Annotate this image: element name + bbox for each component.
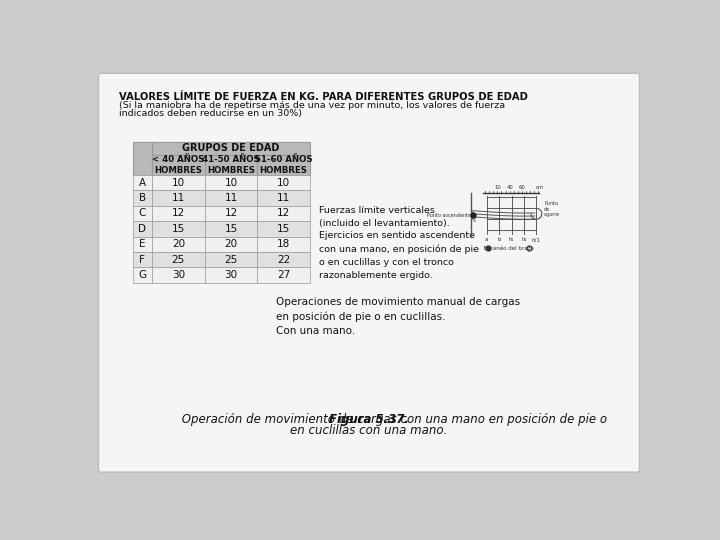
- FancyBboxPatch shape: [204, 267, 258, 283]
- Text: 20: 20: [225, 239, 238, 249]
- Text: 11: 11: [277, 193, 290, 203]
- FancyBboxPatch shape: [204, 206, 258, 221]
- Text: Operaciones de movimiento manual de cargas
en posición de pie o en cuclillas.
Co: Operaciones de movimiento manual de carg…: [276, 296, 520, 336]
- Text: Punto ascendente: Punto ascendente: [427, 213, 472, 218]
- Text: 12: 12: [225, 208, 238, 218]
- FancyBboxPatch shape: [152, 221, 204, 237]
- Text: 30: 30: [172, 270, 185, 280]
- Text: (Si la maniobra ha de repetirse más de una vez por minuto, los valores de fuerza: (Si la maniobra ha de repetirse más de u…: [120, 101, 505, 110]
- Text: 10: 10: [277, 178, 290, 187]
- Text: Figura 5.37.: Figura 5.37.: [329, 413, 409, 426]
- FancyBboxPatch shape: [152, 237, 204, 252]
- FancyBboxPatch shape: [99, 73, 639, 472]
- FancyBboxPatch shape: [132, 142, 152, 175]
- FancyBboxPatch shape: [204, 237, 258, 252]
- Text: B: B: [139, 193, 146, 203]
- Text: 11: 11: [172, 193, 185, 203]
- FancyBboxPatch shape: [152, 206, 204, 221]
- FancyBboxPatch shape: [258, 206, 310, 221]
- Text: A: A: [139, 178, 146, 187]
- FancyBboxPatch shape: [132, 267, 152, 283]
- FancyBboxPatch shape: [204, 221, 258, 237]
- Text: C: C: [139, 208, 146, 218]
- Text: 40: 40: [507, 185, 513, 190]
- Text: G: G: [138, 270, 146, 280]
- FancyBboxPatch shape: [204, 252, 258, 267]
- FancyBboxPatch shape: [132, 252, 152, 267]
- Text: 12: 12: [172, 208, 185, 218]
- Text: Escanéo del brazo: Escanéo del brazo: [480, 246, 538, 251]
- Text: cm: cm: [536, 185, 544, 190]
- FancyBboxPatch shape: [204, 155, 258, 175]
- FancyBboxPatch shape: [258, 190, 310, 206]
- Text: 41-50 AÑOS
HOMBRES: 41-50 AÑOS HOMBRES: [202, 155, 260, 174]
- Text: E: E: [139, 239, 145, 249]
- FancyBboxPatch shape: [152, 175, 204, 190]
- FancyBboxPatch shape: [258, 252, 310, 267]
- Text: indicados deben reducirse en un 30%): indicados deben reducirse en un 30%): [120, 109, 302, 118]
- Text: 10: 10: [494, 185, 501, 190]
- Text: 25: 25: [172, 255, 185, 265]
- Text: Fuerzas límite verticales
(incluido el levantamiento).
Ejercicios en sentido asc: Fuerzas límite verticales (incluido el l…: [320, 206, 480, 280]
- Text: a: a: [485, 237, 489, 242]
- Text: 15: 15: [225, 224, 238, 234]
- Text: 60: 60: [519, 185, 526, 190]
- Text: 15: 15: [172, 224, 185, 234]
- FancyBboxPatch shape: [258, 221, 310, 237]
- Text: 51-60 AÑOS
HOMBRES: 51-60 AÑOS HOMBRES: [255, 155, 312, 174]
- Text: 27: 27: [277, 270, 290, 280]
- FancyBboxPatch shape: [132, 175, 152, 190]
- Text: 12: 12: [277, 208, 290, 218]
- Text: b: b: [498, 237, 501, 242]
- FancyBboxPatch shape: [258, 237, 310, 252]
- FancyBboxPatch shape: [204, 190, 258, 206]
- Text: 15: 15: [277, 224, 290, 234]
- Text: Operación de movimiento de cargas con una mano en posición de pie o: Operación de movimiento de cargas con un…: [133, 413, 608, 426]
- Text: 10: 10: [225, 178, 238, 187]
- Text: Punto
de
agarre: Punto de agarre: [544, 201, 560, 218]
- FancyBboxPatch shape: [152, 190, 204, 206]
- Text: 10: 10: [172, 178, 185, 187]
- Text: D: D: [138, 224, 146, 234]
- Text: 30: 30: [225, 270, 238, 280]
- FancyBboxPatch shape: [152, 252, 204, 267]
- Text: 22: 22: [277, 255, 290, 265]
- FancyBboxPatch shape: [204, 175, 258, 190]
- Text: 18: 18: [277, 239, 290, 249]
- FancyBboxPatch shape: [132, 237, 152, 252]
- Text: < 40 AÑOS
HOMBRES: < 40 AÑOS HOMBRES: [152, 155, 204, 174]
- FancyBboxPatch shape: [152, 155, 204, 175]
- Text: GRUPOS DE EDAD: GRUPOS DE EDAD: [182, 143, 280, 153]
- Text: h₁: h₁: [509, 237, 514, 242]
- Text: VALORES LÍMITE DE FUERZA EN KG. PARA DIFERENTES GRUPOS DE EDAD: VALORES LÍMITE DE FUERZA EN KG. PARA DIF…: [120, 92, 528, 102]
- FancyBboxPatch shape: [258, 155, 310, 175]
- Text: en cuclillas con una mano.: en cuclillas con una mano.: [290, 423, 448, 437]
- Text: h/1: h/1: [532, 237, 541, 242]
- Text: F: F: [140, 255, 145, 265]
- FancyBboxPatch shape: [258, 267, 310, 283]
- FancyBboxPatch shape: [132, 190, 152, 206]
- FancyBboxPatch shape: [132, 206, 152, 221]
- FancyBboxPatch shape: [152, 267, 204, 283]
- Text: 25: 25: [225, 255, 238, 265]
- Text: 11: 11: [225, 193, 238, 203]
- Text: 20: 20: [172, 239, 185, 249]
- FancyBboxPatch shape: [132, 221, 152, 237]
- FancyBboxPatch shape: [152, 142, 310, 155]
- Text: h₂: h₂: [521, 237, 527, 242]
- FancyBboxPatch shape: [258, 175, 310, 190]
